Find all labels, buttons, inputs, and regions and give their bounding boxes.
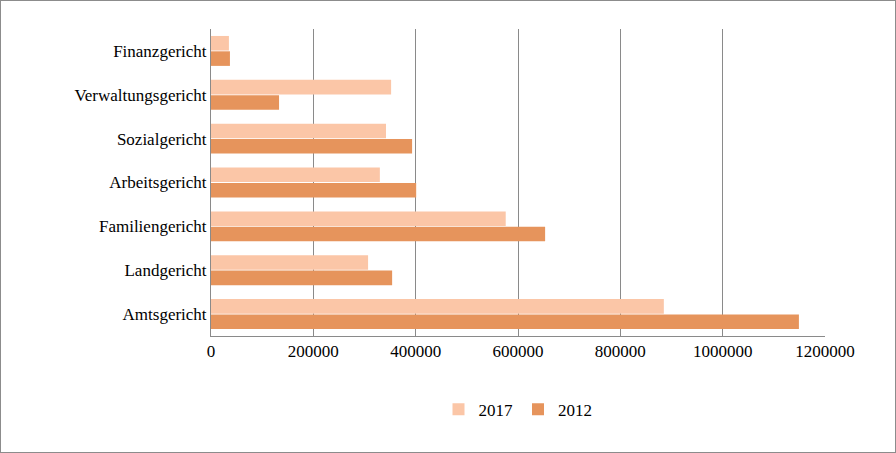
svg-text:Familiengericht: Familiengericht: [99, 217, 207, 236]
svg-text:0: 0: [207, 342, 216, 361]
svg-text:Arbeitsgericht: Arbeitsgericht: [109, 173, 207, 192]
svg-text:Landgericht: Landgericht: [124, 261, 206, 280]
svg-text:1200000: 1200000: [795, 342, 855, 361]
svg-text:400000: 400000: [390, 342, 441, 361]
svg-text:200000: 200000: [288, 342, 339, 361]
svg-text:800000: 800000: [595, 342, 646, 361]
svg-text:2017: 2017: [479, 401, 514, 420]
svg-text:Finanzgericht: Finanzgericht: [113, 42, 207, 61]
svg-text:Amtsgericht: Amtsgericht: [123, 305, 207, 324]
svg-text:1000000: 1000000: [693, 342, 753, 361]
svg-text:2012: 2012: [558, 401, 592, 420]
svg-text:600000: 600000: [493, 342, 544, 361]
svg-text:Verwaltungsgericht: Verwaltungsgericht: [74, 86, 206, 105]
svg-text:Sozialgericht: Sozialgericht: [117, 130, 207, 149]
